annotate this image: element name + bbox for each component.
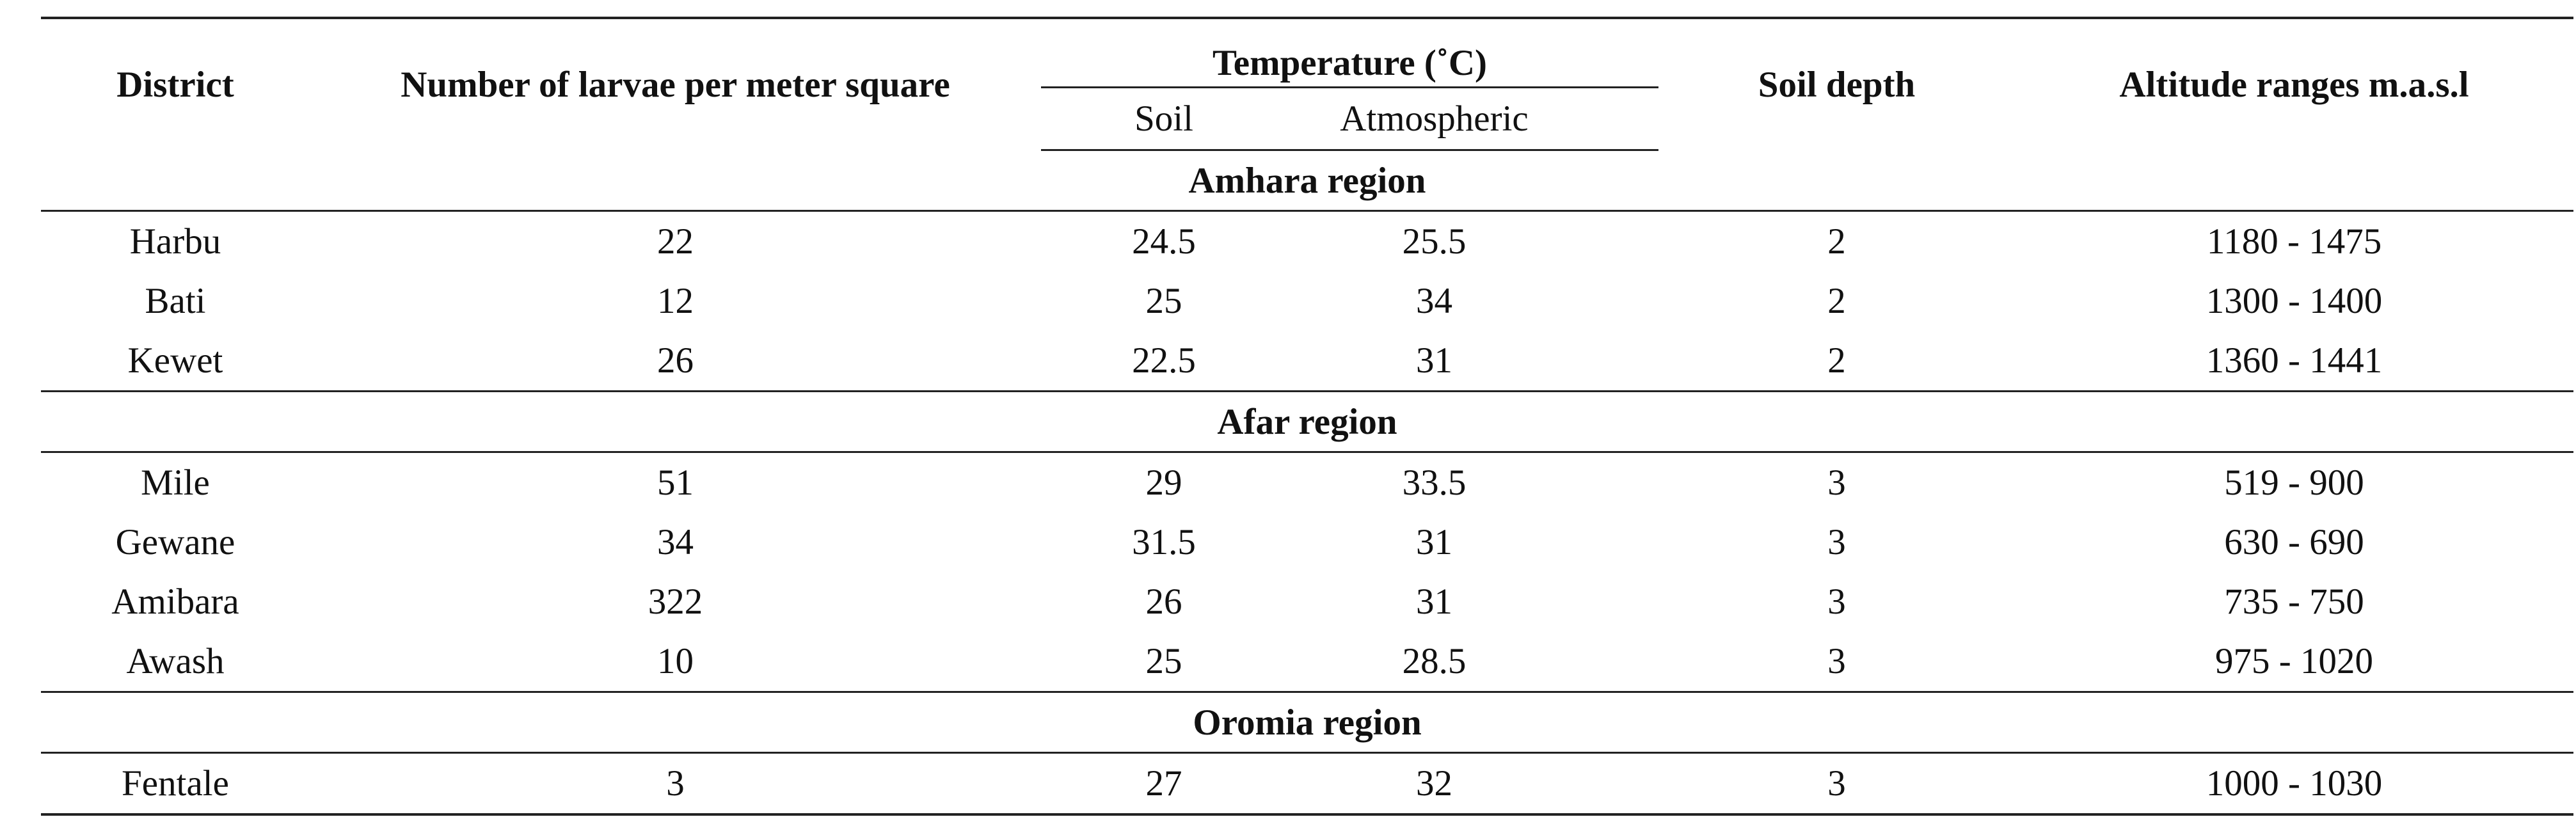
cell-soil-depth: 3 (1658, 752, 2015, 816)
cell-altitude-range: 630 - 690 (2224, 522, 2364, 562)
cell-district: Bati (145, 281, 206, 321)
cell-atmospheric-temperature: 25.5 (1402, 221, 1467, 262)
cell-district: Harbu (129, 221, 221, 262)
table-row: Harbu 22 24.5 25.5 2 1180 - 1475 (41, 211, 2573, 272)
cell-soil-depth: 2 (1827, 281, 1846, 321)
region-header-row: Oromia region (41, 691, 2574, 754)
cell-soil-temperature: 25 (1145, 281, 1182, 321)
cell-altitude-range: 1360 - 1441 (2206, 340, 2383, 381)
cell-atmospheric-temperature: 31 (1416, 582, 1452, 622)
table-row: Mile 51 29 33.5 3 519 - 900 (41, 452, 2573, 513)
table-body: Amhara region Harbu 22 24.5 25.5 2 1180 - 1475… (41, 150, 2574, 816)
cell-district: Mile (141, 463, 210, 503)
table-row: Awash 10 25 28.5 3 975 - 1020 (41, 631, 2573, 692)
cell-larvae-count: 22 (657, 221, 694, 262)
cell-soil-temperature: 24.5 (1132, 221, 1196, 262)
header-altitude: Altitude ranges m.a.s.l (2015, 17, 2574, 150)
table-row: Gewane 34 31.5 31 3 630 - 690 (41, 512, 2573, 572)
table-row: Bati 12 25 34 2 1300 - 1400 (41, 271, 2573, 331)
cell-atmospheric-temperature: 34 (1416, 281, 1452, 321)
cell-altitude-range: 519 - 900 (2224, 463, 2364, 503)
header-soil-temperature: Soil (1041, 87, 1312, 151)
table-header: District Number of larvae per meter squa… (41, 17, 2574, 151)
cell-atmospheric-temperature: 31 (1416, 522, 1452, 562)
cell-soil-depth: 3 (1827, 641, 1846, 681)
cell-district: Fentale (41, 752, 310, 816)
cell-soil-temperature: 25 (1145, 641, 1182, 681)
cell-altitude-range: 1000 - 1030 (2015, 752, 2574, 816)
header-district: District (41, 17, 310, 150)
region-label: Oromia region (41, 691, 2574, 754)
table-row: Fentale 3 27 32 3 1000 - 1030 (41, 752, 2574, 816)
cell-larvae-count: 34 (657, 522, 694, 562)
cell-soil-temperature: 27 (1041, 752, 1312, 816)
header-larvae-count: Number of larvae per meter square (310, 17, 1041, 150)
region-label: Afar region (41, 390, 2574, 453)
cell-district: Amibara (111, 582, 239, 622)
cell-soil-depth: 2 (1827, 340, 1846, 381)
cell-larvae-count: 26 (657, 340, 694, 381)
cell-district: Awash (126, 641, 225, 681)
cell-atmospheric-temperature: 31 (1416, 340, 1452, 381)
table-row: Amibara 322 26 31 3 735 - 750 (41, 572, 2573, 631)
cell-atmospheric-temperature: 28.5 (1402, 641, 1467, 681)
header-atmospheric-temperature: Atmospheric (1312, 87, 1659, 151)
cell-soil-temperature: 26 (1145, 582, 1182, 622)
cell-larvae-count: 322 (648, 582, 703, 622)
larvae-survey-table: District Number of larvae per meter squa… (41, 17, 2574, 816)
cell-altitude-range: 975 - 1020 (2215, 641, 2373, 681)
data-table-container: District Number of larvae per meter squa… (41, 17, 2574, 816)
cell-district: Kewet (127, 340, 223, 381)
region-header-row: Amhara region (41, 150, 2574, 212)
region-label: Amhara region (41, 150, 2574, 212)
cell-altitude-range: 1180 - 1475 (2206, 221, 2382, 262)
cell-altitude-range: 735 - 750 (2224, 582, 2364, 622)
cell-larvae-count: 3 (310, 752, 1041, 816)
cell-district: Gewane (115, 522, 235, 562)
table-row: Kewet 26 22.5 31 2 1360 - 1441 (41, 331, 2573, 392)
cell-soil-depth: 2 (1827, 221, 1846, 262)
cell-atmospheric-temperature: 33.5 (1402, 463, 1467, 503)
cell-soil-depth: 3 (1827, 463, 1846, 503)
cell-atmospheric-temperature: 32 (1312, 752, 1659, 816)
cell-soil-temperature: 31.5 (1132, 522, 1196, 562)
cell-soil-temperature: 22.5 (1132, 340, 1196, 381)
cell-altitude-range: 1300 - 1400 (2206, 281, 2383, 321)
cell-soil-depth: 3 (1827, 582, 1846, 622)
cell-larvae-count: 10 (657, 641, 694, 681)
header-soil-depth: Soil depth (1658, 17, 2015, 150)
cell-larvae-count: 12 (657, 281, 694, 321)
cell-soil-temperature: 29 (1145, 463, 1182, 503)
region-header-row: Afar region (41, 390, 2574, 453)
cell-soil-depth: 3 (1827, 522, 1846, 562)
header-temperature: Temperature (˚C) (1041, 17, 1659, 88)
cell-larvae-count: 51 (657, 463, 694, 503)
